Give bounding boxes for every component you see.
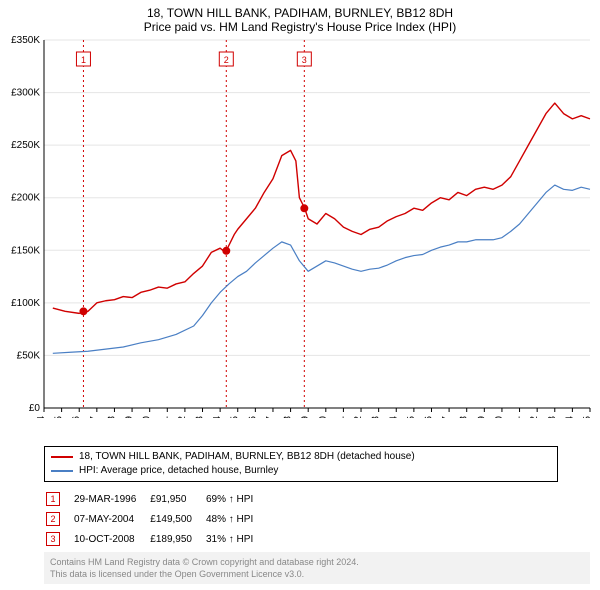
marker-badge: 3: [46, 532, 60, 546]
chart-container: 18, TOWN HILL BANK, PADIHAM, BURNLEY, BB…: [0, 0, 600, 590]
svg-text:1998: 1998: [106, 416, 117, 418]
svg-text:1: 1: [81, 55, 86, 65]
marker-row: 2 07-MAY-2004£149,50048% ↑ HPI: [46, 510, 265, 528]
legend: 18, TOWN HILL BANK, PADIHAM, BURNLEY, BB…: [44, 446, 558, 482]
attribution-footer: Contains HM Land Registry data © Crown c…: [44, 552, 590, 584]
svg-text:2: 2: [224, 55, 229, 65]
marker-date: 07-MAY-2004: [74, 510, 148, 528]
footer-line1: Contains HM Land Registry data © Crown c…: [50, 556, 584, 568]
svg-text:1996: 1996: [71, 416, 82, 418]
svg-text:2001: 2001: [159, 416, 170, 418]
line-chart: £0 £50K £100K £150K £200K £250K £300K £350K 1994…: [0, 0, 600, 418]
svg-text:2018: 2018: [459, 416, 470, 418]
svg-text:1997: 1997: [89, 416, 100, 418]
svg-text:2019: 2019: [476, 416, 487, 418]
svg-text:2009: 2009: [300, 416, 311, 418]
svg-text:2002: 2002: [177, 416, 188, 418]
svg-text:2017: 2017: [441, 416, 452, 418]
svg-text:£250K: £250K: [11, 140, 40, 151]
svg-text:£0: £0: [29, 403, 41, 414]
svg-text:£350K: £350K: [11, 35, 40, 46]
svg-text:2013: 2013: [371, 416, 382, 418]
marker-row: 1 29-MAR-1996£91,95069% ↑ HPI: [46, 490, 265, 508]
svg-text:1999: 1999: [124, 416, 135, 418]
svg-text:£100K: £100K: [11, 298, 40, 309]
svg-text:£150K: £150K: [11, 245, 40, 256]
svg-text:2005: 2005: [230, 416, 241, 418]
marker-date: 10-OCT-2008: [74, 530, 148, 548]
marker-delta: 31% ↑ HPI: [206, 530, 265, 548]
legend-swatch: [51, 470, 73, 472]
marker-badge: 2: [46, 512, 60, 526]
svg-text:2008: 2008: [283, 416, 294, 418]
svg-text:2004: 2004: [212, 416, 223, 418]
svg-text:2011: 2011: [335, 416, 346, 418]
svg-text:2010: 2010: [318, 416, 329, 418]
svg-text:2012: 2012: [353, 416, 364, 418]
legend-label: HPI: Average price, detached house, Burn…: [79, 464, 278, 478]
footer-line2: This data is licensed under the Open Gov…: [50, 568, 584, 580]
legend-item: HPI: Average price, detached house, Burn…: [51, 464, 551, 478]
legend-item: 18, TOWN HILL BANK, PADIHAM, BURNLEY, BB…: [51, 450, 551, 464]
svg-text:2016: 2016: [423, 416, 434, 418]
svg-text:2000: 2000: [142, 416, 153, 418]
svg-text:2007: 2007: [265, 416, 276, 418]
svg-text:2003: 2003: [195, 416, 206, 418]
marker-price: £189,950: [150, 530, 204, 548]
marker-delta: 69% ↑ HPI: [206, 490, 265, 508]
marker-price: £149,500: [150, 510, 204, 528]
legend-label: 18, TOWN HILL BANK, PADIHAM, BURNLEY, BB…: [79, 450, 415, 464]
svg-text:2020: 2020: [494, 416, 505, 418]
svg-text:2022: 2022: [529, 416, 540, 418]
svg-text:2014: 2014: [388, 416, 399, 418]
svg-text:2006: 2006: [247, 416, 258, 418]
svg-text:2023: 2023: [547, 416, 558, 418]
marker-price: £91,950: [150, 490, 204, 508]
legend-swatch: [51, 456, 73, 458]
svg-text:2021: 2021: [512, 416, 523, 418]
svg-text:1994: 1994: [36, 416, 47, 418]
svg-text:£300K: £300K: [11, 88, 40, 99]
svg-text:3: 3: [302, 55, 307, 65]
marker-badge: 1: [46, 492, 60, 506]
svg-text:£50K: £50K: [17, 350, 41, 361]
svg-text:£200K: £200K: [11, 193, 40, 204]
marker-row: 3 10-OCT-2008£189,95031% ↑ HPI: [46, 530, 265, 548]
marker-delta: 48% ↑ HPI: [206, 510, 265, 528]
svg-text:2025: 2025: [582, 416, 593, 418]
marker-table: 1 29-MAR-1996£91,95069% ↑ HPI 2 07-MAY-2004…: [44, 488, 267, 550]
marker-date: 29-MAR-1996: [74, 490, 148, 508]
svg-text:1995: 1995: [54, 416, 65, 418]
svg-text:2024: 2024: [564, 416, 575, 418]
svg-text:2015: 2015: [406, 416, 417, 418]
